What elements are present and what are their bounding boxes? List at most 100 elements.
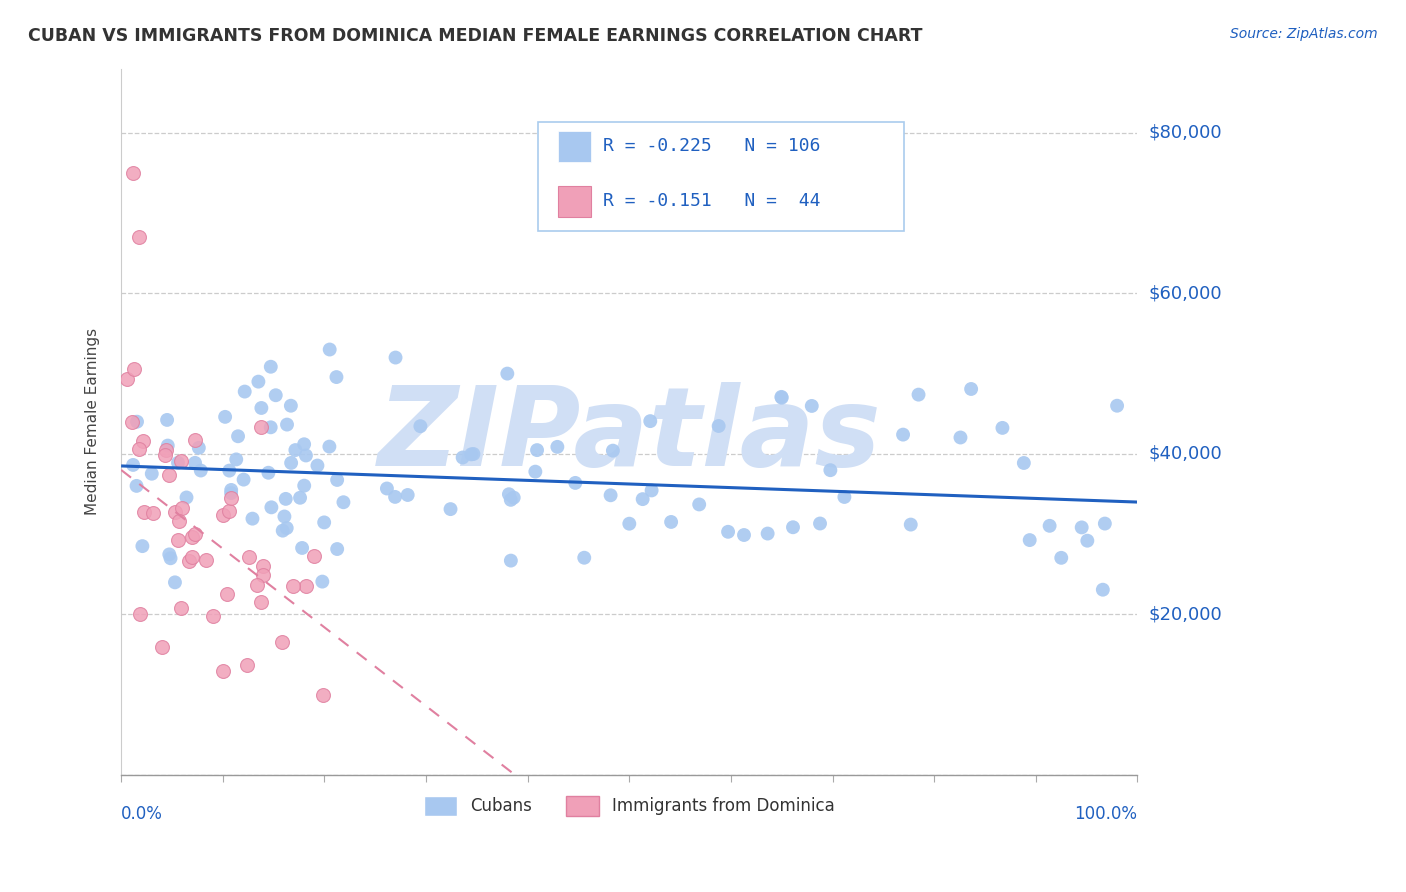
Point [280,456,302,470]
Point [733,528,755,542]
Point [502,491,524,505]
Point [949,430,972,444]
Point [141,467,163,481]
Point [295,449,318,463]
Point [900,517,922,532]
Point [396,488,419,502]
Point [619,516,641,531]
Point [499,553,522,567]
Point [318,440,340,454]
Point [276,521,298,535]
Text: $40,000: $40,000 [1149,445,1222,463]
Point [326,542,349,557]
Point [157,467,180,482]
Point [232,473,254,487]
Text: ZIPatlas: ZIPatlas [377,383,882,490]
Point [820,463,842,477]
Point [252,568,274,582]
Point [219,483,242,497]
Point [260,420,283,434]
Point [439,502,461,516]
Point [170,601,193,615]
Point [460,447,482,461]
Point [187,441,209,455]
Point [271,635,294,649]
Point [250,420,273,434]
Point [288,491,311,505]
Point [115,372,138,386]
Point [326,473,349,487]
Point [409,419,432,434]
Point [156,413,179,427]
Text: $20,000: $20,000 [1149,606,1222,624]
Point [1107,399,1129,413]
Point [167,514,190,528]
Point [190,463,212,477]
Point [163,575,186,590]
Point [325,370,347,384]
Point [907,387,929,401]
Point [1070,520,1092,534]
Point [218,504,240,518]
Text: 100.0%: 100.0% [1074,805,1137,823]
Point [659,515,682,529]
Point [808,516,831,531]
Point [564,475,586,490]
Point [156,439,179,453]
Point [247,375,270,389]
Point [631,492,654,507]
Point [311,574,333,589]
Point [167,456,190,470]
Point [132,434,155,448]
Point [496,367,519,381]
Y-axis label: Median Female Earnings: Median Female Earnings [86,328,100,516]
Point [128,230,150,244]
Point [274,491,297,506]
FancyBboxPatch shape [558,186,591,217]
Point [170,454,193,468]
Point [384,351,406,365]
Text: $80,000: $80,000 [1149,124,1222,142]
Point [219,491,242,506]
Point [292,478,315,492]
Point [184,526,207,541]
Point [176,491,198,505]
Point [638,414,661,428]
Text: Source: ZipAtlas.com: Source: ZipAtlas.com [1230,27,1378,41]
Text: CUBAN VS IMMIGRANTS FROM DOMINICA MEDIAN FEMALE EARNINGS CORRELATION CHART: CUBAN VS IMMIGRANTS FROM DOMINICA MEDIAN… [28,27,922,45]
Point [640,483,662,498]
Point [499,492,522,507]
Point [1091,582,1114,597]
Point [463,447,485,461]
Point [1039,518,1062,533]
Point [991,421,1014,435]
Point [260,359,283,374]
Point [281,579,304,593]
Text: $60,000: $60,000 [1149,285,1222,302]
Point [181,530,204,544]
Point [250,401,273,415]
Point [318,343,340,357]
Point [717,524,740,539]
Point [125,479,148,493]
Point [150,640,173,654]
Point [260,500,283,515]
Point [546,440,568,454]
Point [128,607,150,622]
Point [219,486,242,500]
Point [292,437,315,451]
Point [770,391,793,405]
Point [184,433,207,447]
Point [312,688,335,702]
FancyBboxPatch shape [558,131,591,161]
Point [276,417,298,432]
Point [122,166,145,180]
Point [250,595,273,609]
Point [153,448,176,462]
Point [1050,550,1073,565]
Point [177,554,200,568]
Point [218,464,240,478]
Point [238,549,260,564]
Point [332,495,354,509]
Point [294,579,316,593]
